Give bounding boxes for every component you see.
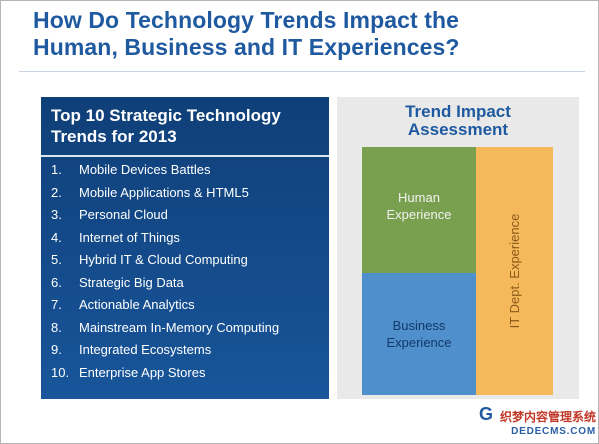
slide-title-line-2: Human, Business and IT Experiences?: [33, 34, 460, 60]
trend-label: Integrated Ecosystems: [79, 342, 212, 357]
business-experience-block: Business Experience: [362, 273, 476, 395]
impact-panel-title-line-2: Assessment: [407, 120, 509, 139]
trend-label: Enterprise App Stores: [79, 364, 206, 380]
trend-number: 1.: [51, 162, 62, 177]
trend-label: Actionable Analytics: [79, 297, 195, 312]
watermark-url: DEDECMS.COM: [511, 426, 596, 437]
trend-number: 5.: [51, 252, 62, 267]
impact-panel-title: Trend Impact Assessment: [337, 103, 579, 139]
trend-number: 3.: [51, 207, 62, 222]
trend-item-2: 2. Mobile Applications & HTML5: [41, 182, 329, 205]
trend-number: 8.: [51, 319, 62, 335]
trend-label: Mobile Applications & HTML5: [79, 184, 249, 200]
trend-item-10: 10. Enterprise App Stores: [41, 362, 329, 385]
slide-title: How Do Technology Trends Impact the Huma…: [33, 7, 583, 61]
trend-label: Strategic Big Data: [79, 274, 184, 290]
watermark-text: 织梦内容管理系统: [492, 409, 596, 425]
impact-panel-title-line-1: Trend Impact: [405, 102, 511, 121]
human-experience-label: Human Experience: [362, 189, 476, 223]
trend-label: Internet of Things: [79, 229, 180, 245]
trend-item-5: 5. Hybrid IT & Cloud Computing: [41, 249, 329, 272]
trend-number: 7.: [51, 297, 62, 312]
slide-title-line-1: How Do Technology Trends Impact the: [33, 7, 460, 33]
business-experience-label-line-2: Experience: [386, 335, 452, 350]
trend-item-1: 1. Mobile Devices Battles: [41, 159, 329, 182]
trends-panel-title: Top 10 Strategic Technology Trends for 2…: [51, 105, 323, 147]
trend-item-6: 6. Strategic Big Data: [41, 272, 329, 295]
trends-panel-divider: [41, 155, 329, 157]
trend-number: 9.: [51, 342, 62, 357]
trend-item-4: 4. Internet of Things: [41, 227, 329, 250]
trends-panel-title-line-2: Trends for 2013: [51, 127, 177, 146]
trend-number: 10.: [51, 364, 70, 380]
trend-number: 4.: [51, 229, 62, 245]
trend-number: 2.: [51, 184, 62, 200]
human-experience-label-line-2: Experience: [386, 207, 452, 222]
trends-panel-title-line-1: Top 10 Strategic Technology: [51, 106, 281, 125]
trends-panel: Top 10 Strategic Technology Trends for 2…: [41, 97, 329, 399]
business-experience-label-line-1: Business: [392, 318, 446, 333]
it-experience-label: IT Dept. Experience: [507, 213, 522, 329]
human-experience-block: Human Experience: [362, 147, 476, 273]
it-experience-block: IT Dept. Experience: [476, 147, 553, 395]
trend-label: Hybrid IT & Cloud Computing: [79, 252, 248, 267]
trend-label: Mobile Devices Battles: [79, 162, 211, 177]
trends-list: 1. Mobile Devices Battles 2. Mobile Applic…: [41, 159, 329, 384]
business-experience-label: Business Experience: [362, 317, 476, 351]
human-experience-label-line-1: Human: [398, 190, 440, 205]
trend-item-8: 8. Mainstream In-Memory Computing: [41, 317, 329, 340]
trend-item-9: 9. Integrated Ecosystems: [41, 339, 329, 362]
trend-item-7: 7. Actionable Analytics: [41, 294, 329, 317]
trend-label: Personal Cloud: [79, 207, 168, 222]
title-divider: [19, 71, 585, 72]
trend-label: Mainstream In-Memory Computing: [79, 319, 280, 335]
company-logo: G: [479, 404, 494, 424]
trend-item-3: 3. Personal Cloud: [41, 204, 329, 227]
trend-number: 6.: [51, 274, 62, 290]
